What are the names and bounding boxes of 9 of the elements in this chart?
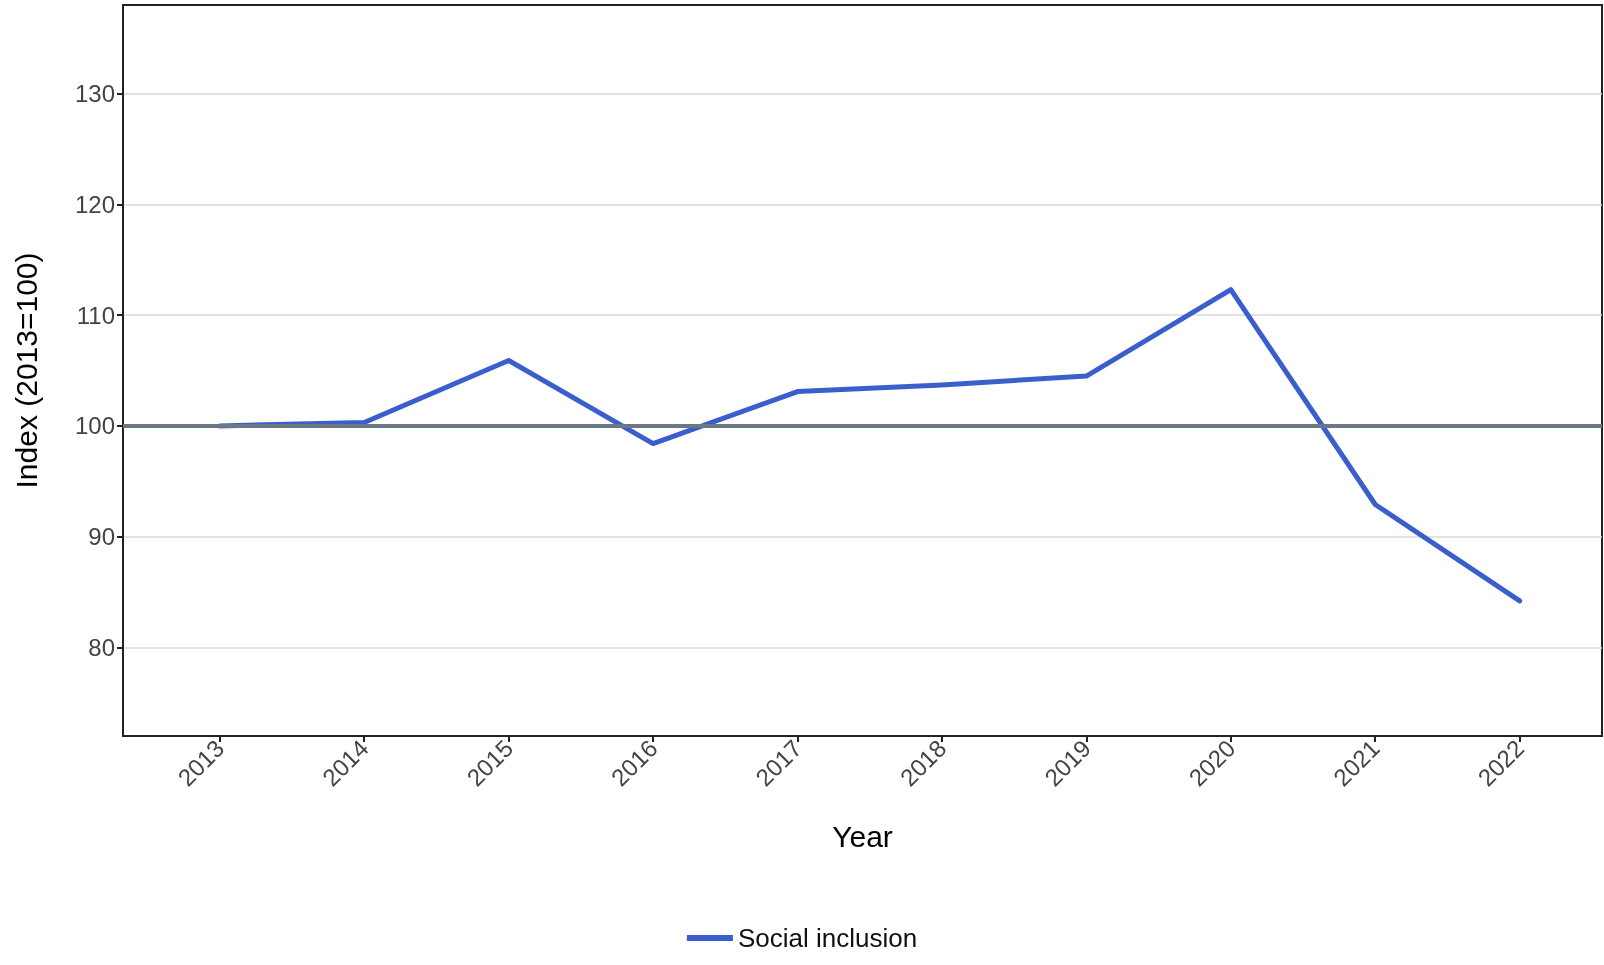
legend-label: Social inclusion — [737, 923, 918, 953]
y-tick-label: 80 — [88, 633, 115, 661]
y-tick-label: 90 — [88, 523, 115, 551]
y-tick-label: 110 — [76, 301, 115, 329]
y-tick-label: 130 — [74, 80, 115, 108]
y-tick-label: 120 — [74, 190, 115, 218]
y-axis-title: Index (2013=100) — [9, 252, 43, 489]
x-axis-title: Year — [832, 819, 893, 853]
y-tick-label: 100 — [74, 412, 115, 440]
